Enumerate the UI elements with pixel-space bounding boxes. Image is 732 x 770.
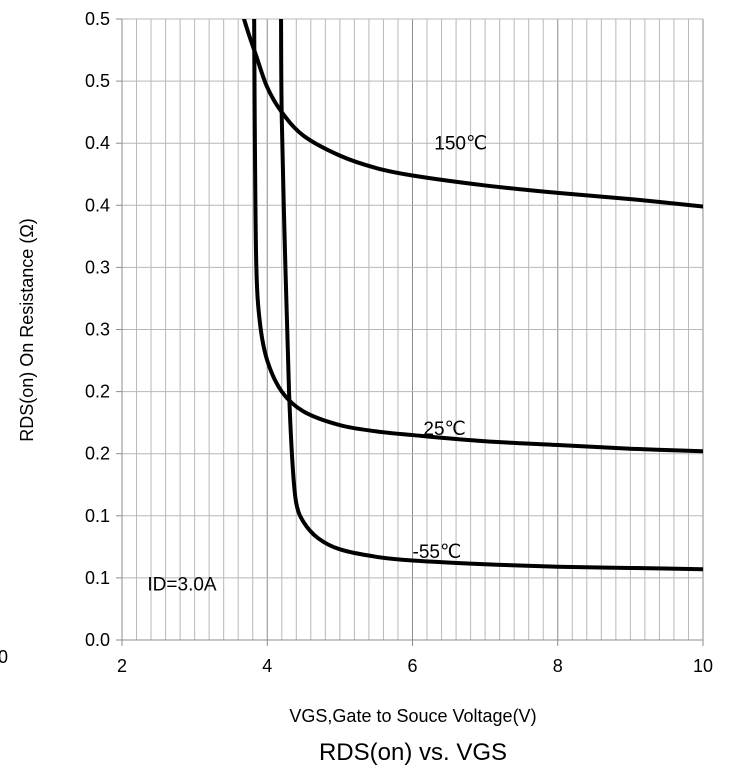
y-tick-label: 0.0 (85, 630, 110, 650)
series-25c-curve (252, 19, 703, 454)
label-25c: 25℃ (423, 419, 465, 440)
series (242, 19, 703, 572)
y-tick-label: 0.2 (85, 382, 110, 402)
series-150c-curve (242, 19, 703, 209)
y-tick-label: 0.5 (85, 71, 110, 91)
x-axis-title: VGS,Gate to Souce Voltage(V) (289, 706, 536, 726)
y-tick-label: 0.1 (85, 568, 110, 588)
axes (116, 18, 704, 646)
label-150c: 150℃ (434, 133, 487, 154)
y-tick-label: 0.4 (85, 133, 110, 153)
stray-zero-label: 0 (0, 647, 8, 667)
label-id-condition: ID=3.0A (147, 574, 217, 595)
y-tick-label: 0.2 (85, 444, 110, 464)
y-tick-label: 0.3 (85, 320, 110, 340)
y-tick-label: 0.5 (85, 9, 110, 29)
x-tick-label: 4 (262, 656, 272, 676)
x-tick-label: 8 (553, 656, 563, 676)
y-axis-title: RDS(on) On Resistance (Ω) (17, 218, 37, 442)
y-tick-label: 0.3 (85, 257, 110, 277)
chart-title: RDS(on) vs. VGS (319, 739, 507, 766)
x-tick-label: 2 (117, 656, 127, 676)
x-tick-label: 6 (407, 656, 417, 676)
tick-labels: 2 4 6 8 10 0.0 0.1 0.1 0.2 0.2 0.3 0.3 0.4 0.4 0.5 0.5 (85, 9, 713, 676)
y-tick-label: 0.4 (85, 195, 110, 215)
y-tick-label: 0.1 (85, 506, 110, 526)
x-tick-label: 10 (693, 656, 713, 676)
label-minus55c: -55℃ (413, 542, 462, 563)
annotations: 150℃ 25℃ -55℃ ID=3.0A (147, 133, 487, 595)
series-minus55c-curve (279, 19, 703, 572)
